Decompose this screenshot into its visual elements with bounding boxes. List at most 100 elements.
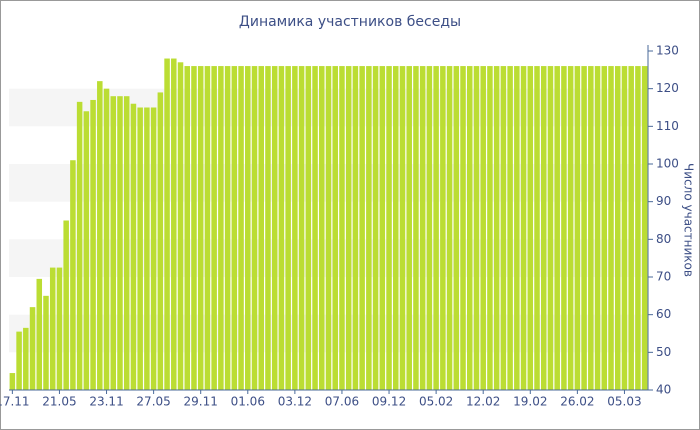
x-tick-label: 26.02 — [560, 395, 594, 409]
bar — [561, 66, 567, 391]
bar — [271, 66, 278, 391]
bar — [386, 66, 392, 391]
bar — [312, 66, 318, 391]
bar — [325, 66, 332, 391]
bar — [426, 66, 433, 391]
bar — [144, 107, 150, 390]
bar — [278, 66, 285, 391]
bar — [574, 66, 581, 391]
bar — [319, 66, 325, 391]
bar — [540, 66, 547, 391]
y-tick-label: 100 — [656, 157, 679, 171]
bar — [204, 66, 211, 391]
bar — [231, 66, 238, 391]
bar — [224, 66, 231, 391]
bar — [29, 307, 36, 390]
bar — [197, 66, 204, 391]
x-tick-label: 27.05 — [136, 395, 170, 409]
bar — [554, 66, 560, 391]
bar — [393, 66, 399, 391]
bar — [298, 66, 305, 391]
x-tick-label: 09.12 — [372, 395, 406, 409]
bar — [534, 66, 540, 391]
bar — [372, 66, 379, 391]
bar — [43, 295, 49, 390]
bar — [83, 111, 90, 391]
bar — [191, 66, 197, 391]
bar — [635, 66, 641, 391]
bar — [258, 66, 264, 391]
bar — [588, 66, 594, 391]
bar — [581, 66, 587, 391]
y-tick-label: 60 — [656, 307, 671, 321]
bar — [218, 66, 224, 391]
y-tick-label: 40 — [656, 383, 671, 397]
bar — [500, 66, 507, 391]
x-tick-label: 21.05 — [42, 395, 76, 409]
bar — [137, 107, 143, 390]
bar — [211, 66, 217, 391]
x-tick-label: 01.06 — [231, 395, 265, 409]
x-tick-label: 05.02 — [419, 395, 453, 409]
bar — [177, 62, 184, 391]
bar — [49, 267, 56, 390]
bar — [285, 66, 291, 391]
y-tick-label: 90 — [656, 194, 671, 208]
bar — [352, 66, 359, 391]
bar — [621, 66, 628, 391]
bar — [110, 96, 117, 390]
bar — [406, 66, 412, 391]
x-tick-label: 23.11 — [89, 395, 123, 409]
bar — [487, 66, 493, 391]
y-tick-label: 50 — [656, 345, 671, 359]
bar — [97, 81, 103, 390]
bar — [184, 66, 191, 391]
bar — [292, 66, 298, 391]
bar — [56, 267, 63, 390]
bar — [251, 66, 258, 391]
bar — [507, 66, 513, 391]
bar — [36, 278, 43, 390]
bar — [399, 66, 406, 391]
bar — [70, 160, 76, 390]
bar — [614, 66, 621, 391]
bar — [527, 66, 534, 391]
bar — [9, 373, 16, 390]
bar — [641, 66, 648, 391]
bar — [164, 58, 170, 391]
x-tick-label: 05.03 — [607, 395, 641, 409]
bar — [419, 66, 426, 391]
bar — [117, 96, 123, 390]
bar — [76, 101, 83, 390]
bar — [440, 66, 446, 391]
bar — [157, 92, 164, 390]
bar — [520, 66, 527, 391]
bar — [547, 66, 554, 391]
x-tick-label: 03.12 — [278, 395, 312, 409]
bar — [480, 66, 486, 391]
x-tick-label: 12.02 — [466, 395, 500, 409]
bar — [130, 103, 137, 390]
bar — [103, 88, 110, 391]
chart-title: Динамика участников беседы — [239, 14, 461, 30]
bar — [379, 66, 386, 391]
bar — [23, 327, 29, 390]
bar — [567, 66, 574, 391]
bar — [413, 66, 419, 391]
y-tick-label: 80 — [656, 232, 671, 246]
y-tick-label: 120 — [656, 81, 679, 95]
bar — [366, 66, 372, 391]
bar — [601, 66, 608, 391]
bar — [63, 220, 69, 390]
bar — [265, 66, 271, 391]
y-tick-label: 110 — [656, 119, 679, 133]
bar — [90, 99, 96, 390]
y-tick-label: 70 — [656, 270, 671, 284]
bar — [359, 66, 365, 391]
bar — [514, 66, 520, 391]
bar — [150, 107, 157, 390]
bar — [594, 66, 601, 391]
bar — [453, 66, 460, 391]
bar — [245, 66, 251, 391]
